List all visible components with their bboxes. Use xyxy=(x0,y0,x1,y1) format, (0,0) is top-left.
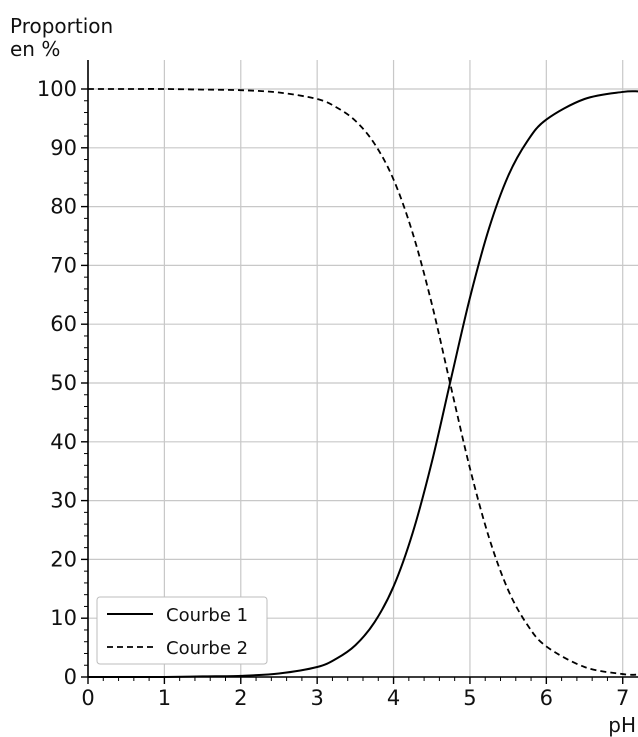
series-line-courbe-1 xyxy=(88,90,638,679)
x-tick-label: 1 xyxy=(158,686,171,710)
series-group xyxy=(88,88,638,679)
y-tick-label: 0 xyxy=(64,665,77,689)
x-tick-label: 7 xyxy=(616,686,629,710)
y-tick-label: 10 xyxy=(50,606,77,630)
legend-label-courbe-2: Courbe 2 xyxy=(166,638,248,659)
x-tick-label: 4 xyxy=(387,686,400,710)
y-tick-label: 90 xyxy=(50,136,77,160)
y-tick-label: 60 xyxy=(50,312,77,336)
y-tick-label: 80 xyxy=(50,195,77,219)
legend-label-courbe-1: Courbe 1 xyxy=(166,605,248,626)
y-tick-label: 50 xyxy=(50,371,77,395)
y-tick-label: 30 xyxy=(50,489,77,513)
x-tick-label: 3 xyxy=(310,686,323,710)
series-line-courbe-2 xyxy=(88,88,638,676)
y-tick-label: 40 xyxy=(50,430,77,454)
y-tick-label: 70 xyxy=(50,253,77,277)
legend: Courbe 1 Courbe 2 xyxy=(96,596,268,665)
x-tick-label: 2 xyxy=(234,686,247,710)
y-axis-label-line1: Proportion xyxy=(10,14,113,38)
grid-lines xyxy=(87,60,638,678)
x-tick-label: 5 xyxy=(463,686,476,710)
y-axis-label-line2: en % xyxy=(10,37,60,61)
x-axis-label: pH xyxy=(608,713,636,737)
y-tick-label: 100 xyxy=(37,77,77,101)
y-tick-label: 20 xyxy=(50,547,77,571)
x-tick-label: 6 xyxy=(540,686,553,710)
x-tick-label: 0 xyxy=(81,686,94,710)
